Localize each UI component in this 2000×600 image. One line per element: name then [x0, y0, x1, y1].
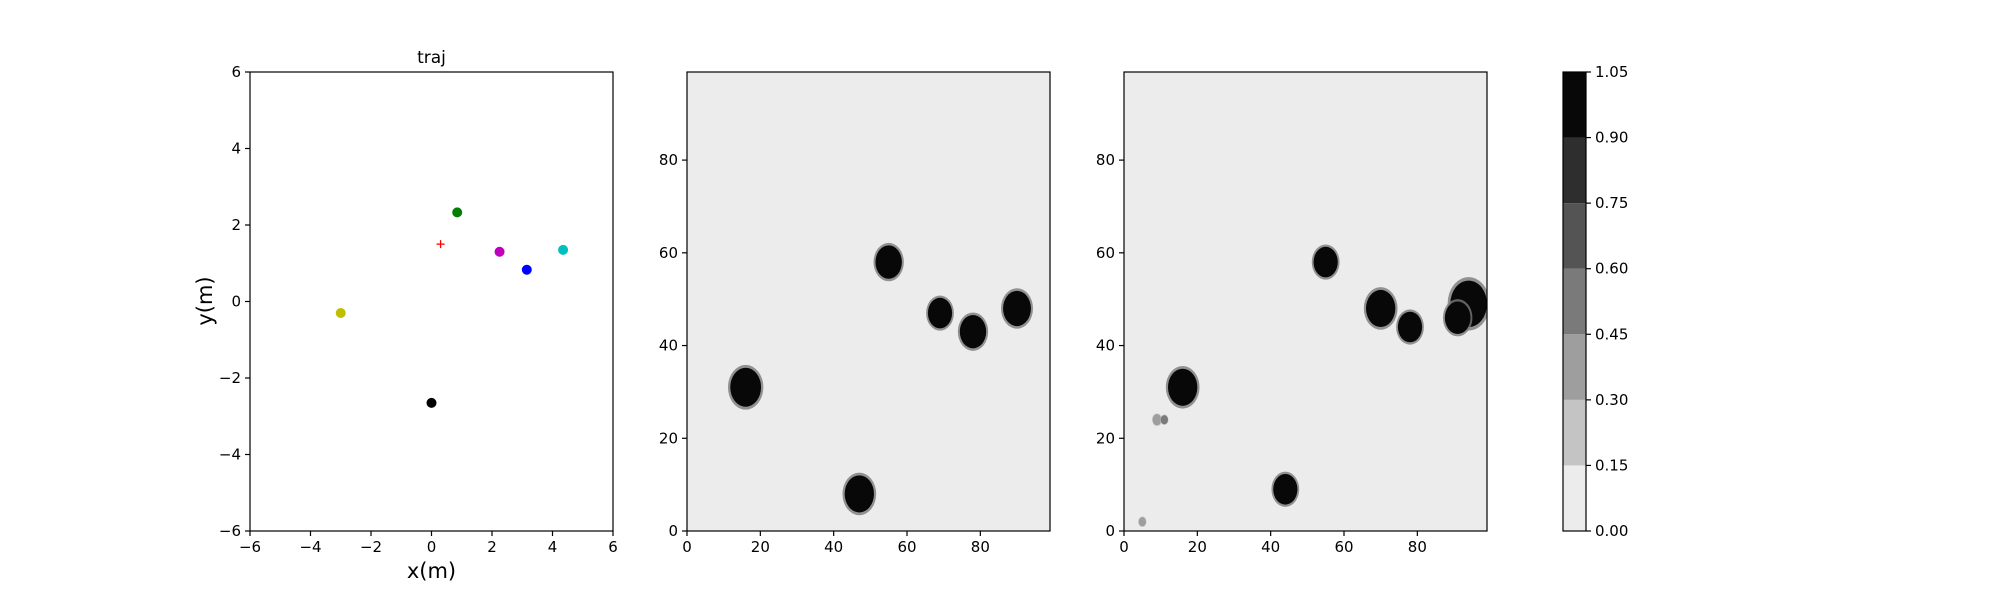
agent-point	[426, 397, 437, 408]
colorbar-tick-label: 0.60	[1595, 260, 1628, 278]
colorbar-band	[1563, 399, 1586, 466]
chart-title: traj	[417, 48, 446, 68]
x-tick-label: 0	[427, 538, 437, 556]
obstacle-blob	[1396, 309, 1424, 345]
y-axis-ticks: −6 −4 −2 0 2 4 6	[219, 63, 250, 540]
x-tick-label: −4	[299, 538, 321, 556]
colorbar-tick-label: 0.30	[1595, 391, 1628, 409]
agent-point	[521, 264, 532, 275]
colorbar: 0.00 0.15 0.30 0.45 0.60 0.75 0.90 1.05	[1562, 63, 1628, 540]
x-tick-label: 0	[1119, 538, 1129, 556]
x-tick-label: 4	[548, 538, 558, 556]
obstacle-blob	[1151, 413, 1163, 427]
occupancy-map-right: 0 20 40 60 80 0 20 40 60 80	[1096, 71, 1488, 556]
x-tick-label: −6	[239, 538, 261, 556]
x-axis-label: x(m)	[407, 559, 456, 583]
y-tick-label: 80	[659, 151, 678, 169]
agent-point	[335, 307, 346, 318]
obstacle-blob	[1363, 287, 1398, 330]
agent-point	[452, 207, 463, 218]
y-tick-label: 20	[1096, 429, 1115, 447]
agent-point	[558, 244, 569, 255]
y-tick-label: 6	[231, 63, 241, 81]
x-tick-label: 0	[682, 538, 692, 556]
colorbar-tick-label: 0.15	[1595, 456, 1628, 474]
y-tick-label: −4	[219, 446, 241, 464]
y-tick-label: 80	[1096, 151, 1115, 169]
colorbar-band	[1563, 334, 1586, 400]
colorbar-ticks: 0.00 0.15 0.30 0.45 0.60 0.75 0.90 1.05	[1586, 63, 1628, 540]
scatter-points	[335, 207, 569, 408]
y-tick-label: 60	[659, 244, 678, 262]
y-axis-label: y(m)	[193, 276, 217, 325]
x-tick-label: 20	[751, 538, 770, 556]
colorbar-frame	[1562, 71, 1587, 532]
colorbar-band	[1563, 72, 1586, 138]
x-tick-label: 2	[487, 538, 497, 556]
x-axis-ticks: 0 20 40 60 80	[1119, 531, 1427, 556]
x-axis-ticks: 0 20 40 60 80	[682, 531, 990, 556]
x-tick-label: 80	[1408, 538, 1427, 556]
y-tick-label: 0	[231, 293, 241, 311]
goal-marker	[436, 240, 445, 249]
obstacle-blob	[727, 364, 764, 410]
obstacle-blob	[1138, 516, 1147, 528]
x-tick-label: 60	[897, 538, 916, 556]
obstacle-blob	[1442, 299, 1473, 337]
colorbar-tick-label: 0.45	[1595, 325, 1628, 343]
y-tick-label: 40	[1096, 337, 1115, 355]
obstacle-blob	[873, 242, 904, 282]
y-tick-label: 4	[231, 140, 241, 158]
obstacle-blob	[1000, 288, 1034, 329]
y-axis-ticks: 0 20 40 60 80	[659, 151, 687, 540]
x-tick-label: 20	[1188, 538, 1207, 556]
obstacle-blob	[1311, 244, 1340, 280]
obstacle-blob	[957, 312, 989, 351]
obstacle-blob	[1271, 471, 1300, 507]
colorbar-band	[1563, 268, 1586, 335]
y-tick-label: −2	[219, 369, 241, 387]
trajectory-plot: −6 −4 −2 0 2 4 6 −6 −4 −2 0 2 4 6 traj x(m) y(m)	[193, 48, 618, 583]
obstacle-blobs	[727, 242, 1034, 516]
y-tick-label: 0	[1105, 522, 1115, 540]
colorbar-tick-label: 0.75	[1595, 194, 1628, 212]
colorbar-band	[1563, 465, 1586, 531]
obstacle-blob	[926, 295, 954, 331]
obstacle-blob	[842, 472, 877, 516]
agent-point	[494, 246, 505, 257]
obstacle-blob	[1165, 365, 1200, 409]
colorbar-tick-label: 0.00	[1595, 522, 1628, 540]
x-tick-label: 40	[824, 538, 843, 556]
y-tick-label: 60	[1096, 244, 1115, 262]
colorbar-bands	[1563, 72, 1586, 531]
colorbar-tick-label: 0.90	[1595, 129, 1628, 147]
y-axis-ticks: 0 20 40 60 80	[1096, 151, 1124, 540]
colorbar-band	[1563, 137, 1586, 204]
y-tick-label: 20	[659, 429, 678, 447]
y-tick-label: 40	[659, 337, 678, 355]
x-tick-label: 6	[608, 538, 618, 556]
x-tick-label: 60	[1334, 538, 1353, 556]
y-tick-label: 0	[668, 522, 678, 540]
colorbar-band	[1563, 203, 1586, 269]
plot-frame	[1123, 71, 1488, 532]
colorbar-tick-label: 1.05	[1595, 63, 1628, 81]
x-tick-label: 40	[1261, 538, 1280, 556]
plot-frame	[686, 71, 1051, 532]
obstacle-blobs	[1138, 244, 1487, 528]
y-tick-label: 2	[231, 216, 241, 234]
x-tick-label: −2	[360, 538, 382, 556]
occupancy-map-left: 0 20 40 60 80 0 20 40 60 80	[659, 71, 1051, 556]
x-tick-label: 80	[971, 538, 990, 556]
y-tick-label: −6	[219, 522, 241, 540]
obstacle-blob	[1160, 414, 1169, 426]
x-axis-ticks: −6 −4 −2 0 2 4 6	[239, 531, 618, 556]
